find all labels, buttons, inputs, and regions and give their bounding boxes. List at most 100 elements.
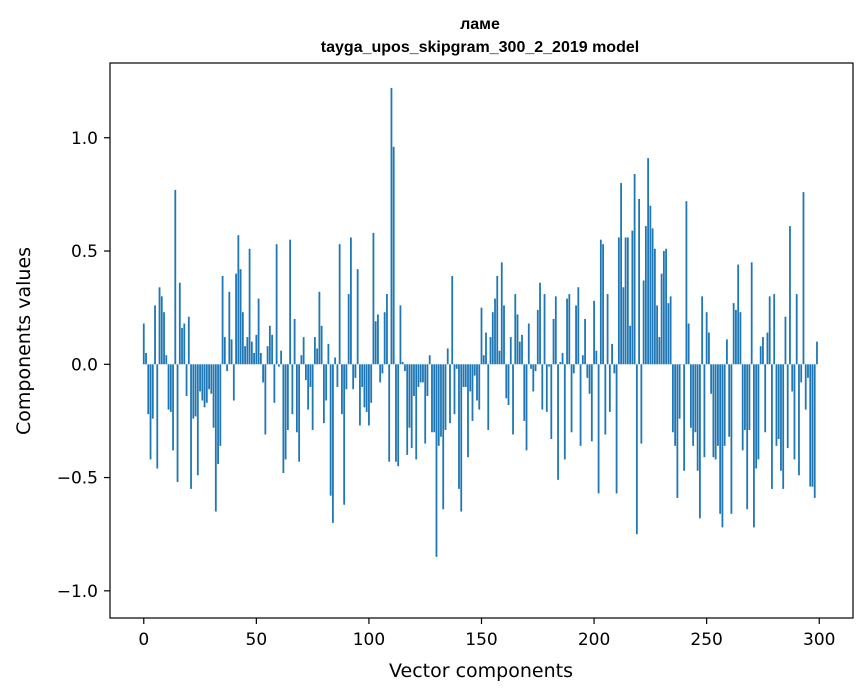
bar [397, 364, 400, 467]
bar [568, 294, 571, 365]
bar [530, 364, 532, 369]
bar [638, 198, 641, 365]
bar [717, 364, 719, 446]
bar [262, 364, 264, 383]
bar [523, 364, 526, 421]
bar [536, 309, 539, 365]
bar [237, 235, 240, 365]
bar [759, 346, 762, 365]
y-tick-label: 0.0 [71, 355, 98, 375]
bar [149, 364, 152, 460]
bar [593, 300, 595, 365]
bar [505, 364, 508, 399]
bar [379, 364, 382, 383]
bar [293, 318, 296, 365]
bar [462, 364, 465, 387]
bar [721, 364, 724, 528]
bar [372, 232, 375, 365]
x-tick-label: 0 [138, 630, 149, 650]
bar [401, 362, 404, 365]
bar [514, 294, 517, 365]
bar [217, 364, 219, 464]
bar [435, 364, 438, 557]
x-tick-label: 200 [578, 630, 610, 650]
bar [309, 364, 312, 387]
bar [255, 334, 258, 365]
bar [753, 364, 755, 528]
bar [588, 364, 591, 394]
bar [476, 364, 478, 401]
bar [232, 364, 235, 401]
bar [676, 364, 679, 498]
bar [597, 364, 600, 494]
bar [190, 364, 192, 489]
bar [478, 364, 481, 410]
bar [386, 294, 388, 365]
bar [784, 316, 787, 365]
bar [651, 228, 654, 365]
bar [692, 364, 695, 446]
bar [757, 364, 760, 460]
bar [584, 318, 586, 365]
bar [151, 364, 154, 419]
bar [417, 364, 420, 387]
chart-title-line1: ламе [460, 16, 500, 33]
bar [291, 364, 294, 415]
bar [633, 174, 636, 365]
bar [311, 364, 314, 430]
bar [192, 364, 195, 419]
x-tick-label: 50 [246, 630, 268, 650]
bar [782, 364, 785, 489]
bar [350, 237, 352, 365]
bar [762, 337, 764, 365]
bar [329, 364, 332, 496]
bar [169, 364, 172, 412]
bar [275, 244, 278, 365]
bar [201, 364, 204, 401]
bar [525, 364, 528, 451]
bar [464, 364, 467, 387]
bar [444, 364, 447, 430]
bar [354, 364, 357, 378]
bar [579, 364, 582, 446]
bar [266, 346, 269, 365]
bar [442, 364, 445, 510]
bar [665, 248, 668, 365]
bar [541, 364, 544, 410]
bar [586, 364, 589, 378]
y-tick-label: −1.0 [57, 582, 98, 602]
bar [489, 337, 492, 365]
bar [338, 244, 341, 365]
bar [534, 364, 537, 372]
bar [793, 364, 796, 460]
bar [640, 364, 643, 444]
bar [228, 291, 231, 365]
bar [550, 364, 553, 440]
bar [768, 296, 771, 365]
bar [286, 364, 289, 430]
bar [446, 348, 449, 365]
bar [712, 364, 715, 458]
bar [307, 364, 310, 410]
bar [271, 334, 274, 365]
bar [383, 312, 386, 365]
bar [374, 321, 377, 365]
bar [212, 364, 215, 428]
bar [723, 364, 726, 446]
bar [491, 312, 494, 365]
bar [259, 352, 262, 365]
bar [467, 364, 469, 458]
bar [773, 294, 776, 365]
bar [226, 364, 228, 372]
bar [368, 364, 370, 426]
bar [545, 364, 548, 412]
bar [689, 364, 692, 428]
bar [404, 364, 406, 372]
bar [642, 280, 645, 365]
bar [658, 337, 661, 365]
bar [316, 348, 319, 365]
bar [343, 364, 346, 505]
bar [154, 305, 156, 365]
bar [433, 364, 436, 433]
bar [559, 362, 562, 365]
